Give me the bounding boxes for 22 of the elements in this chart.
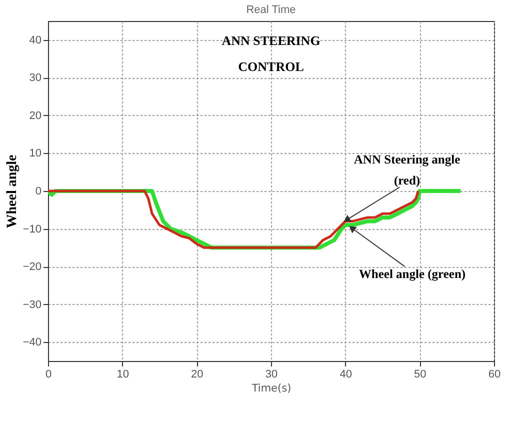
y-tick-label: 40: [29, 34, 42, 46]
y-tick-label: −40: [22, 336, 42, 349]
y-tick-label: 10: [29, 148, 42, 160]
y-tick-label: −30: [22, 298, 42, 311]
x-tick-label: 30: [265, 368, 278, 380]
x-tick-label: 10: [116, 368, 129, 380]
annotation: ANN STEERING CONTROL: [222, 33, 320, 74]
x-tick-label: 40: [340, 368, 352, 380]
annotation: ANN Steering angle (red): [354, 152, 461, 188]
y-tick-label: −20: [22, 261, 42, 274]
annotation: Wheel angle (green): [358, 267, 466, 282]
y-tick-label: 0: [35, 186, 42, 198]
y-tick-label: −10: [22, 223, 42, 236]
x-tick-label: 20: [191, 368, 204, 380]
y-axis-title: Wheel angle: [4, 154, 20, 228]
x-tick-label: 0: [45, 368, 52, 380]
y-tick-label: 20: [29, 110, 42, 122]
x-tick-label: 60: [488, 368, 501, 380]
x-axis-title: Time(s): [250, 382, 292, 394]
y-tick-label: 30: [29, 72, 42, 84]
chart-title: Real Time: [246, 4, 296, 16]
x-tick-label: 50: [414, 368, 426, 380]
